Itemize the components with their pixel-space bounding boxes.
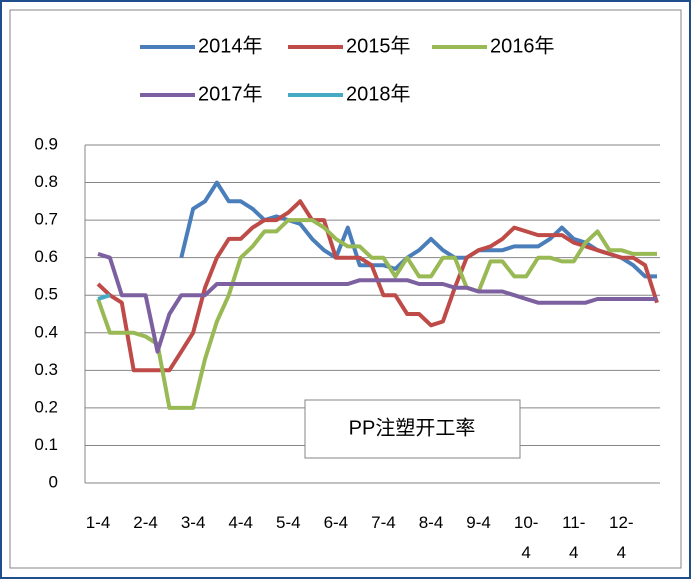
x-tick-label: 5-4 [276,513,301,532]
y-tick-label: 0.2 [34,397,58,416]
x-tick-label: 1-4 [85,513,111,532]
series-line [97,251,657,354]
y-tick-label: 0.7 [34,210,58,229]
legend-label: 2014年 [198,34,263,57]
x-tick-label: 10-4 [513,513,539,562]
legend-label: 2018年 [346,82,411,105]
y-tick-label: 0.5 [34,285,58,304]
x-tick-label: 8-4 [418,513,444,532]
y-tick-label: 0.8 [34,172,58,191]
annotation: PP注塑开工率 [349,416,476,439]
y-tick-label: 0.9 [34,134,58,153]
series-line [97,293,111,301]
y-tick-label: 0.3 [34,360,58,379]
series-line [96,218,657,410]
legend-label: 2017年 [198,82,263,105]
x-tick-label: 3-4 [180,513,206,532]
x-tick-label: 2-4 [133,513,158,532]
y-tick-label: 0 [49,472,58,491]
y-tick-label: 0.6 [34,247,58,266]
annotation-box [304,399,521,459]
x-tick-label: 9-4 [466,513,491,532]
x-tick-label: 11-4 [562,513,586,562]
y-tick-label: 0.1 [34,435,58,454]
y-tick-label: 0.4 [34,322,58,341]
x-tick-label: 6-4 [323,513,349,532]
legend-label: 2015年 [346,34,411,57]
x-tick-label: 12-4 [609,513,634,562]
x-tick-label: 4-4 [228,513,253,532]
x-tick-label: 7-4 [371,513,396,532]
legend-label: 2016年 [490,34,555,57]
series-line [179,180,657,279]
